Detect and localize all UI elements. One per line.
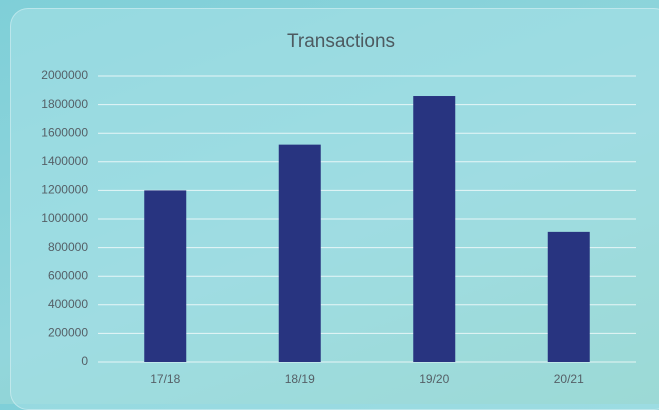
chart-title: Transactions (287, 31, 395, 52)
y-tick-label: 1400000 (41, 154, 88, 168)
y-tick-label: 1800000 (41, 97, 88, 111)
x-tick-label: 17/18 (150, 372, 180, 386)
bar (279, 145, 321, 362)
y-tick-label: 200000 (48, 326, 88, 340)
y-tick-label: 600000 (48, 268, 88, 282)
y-tick-label: 0 (81, 354, 88, 368)
y-tick-label: 2000000 (41, 68, 88, 82)
x-tick-label: 19/20 (419, 372, 449, 386)
page: {"chart_data": {"type": "bar", "title": … (0, 0, 659, 404)
chart: Transactions 0 200000 400000 600000 800000 10… (0, 0, 659, 404)
bar (413, 96, 455, 362)
bar (548, 232, 590, 362)
y-tick-label: 400000 (48, 297, 88, 311)
x-tick-label: 20/21 (554, 372, 584, 386)
y-tick-label: 800000 (48, 240, 88, 254)
bar (144, 190, 186, 362)
y-tick-label: 1000000 (41, 211, 88, 225)
x-tick-label: 18/19 (285, 372, 315, 386)
y-tick-label: 1200000 (41, 183, 88, 197)
y-tick-label: 1600000 (41, 125, 88, 139)
